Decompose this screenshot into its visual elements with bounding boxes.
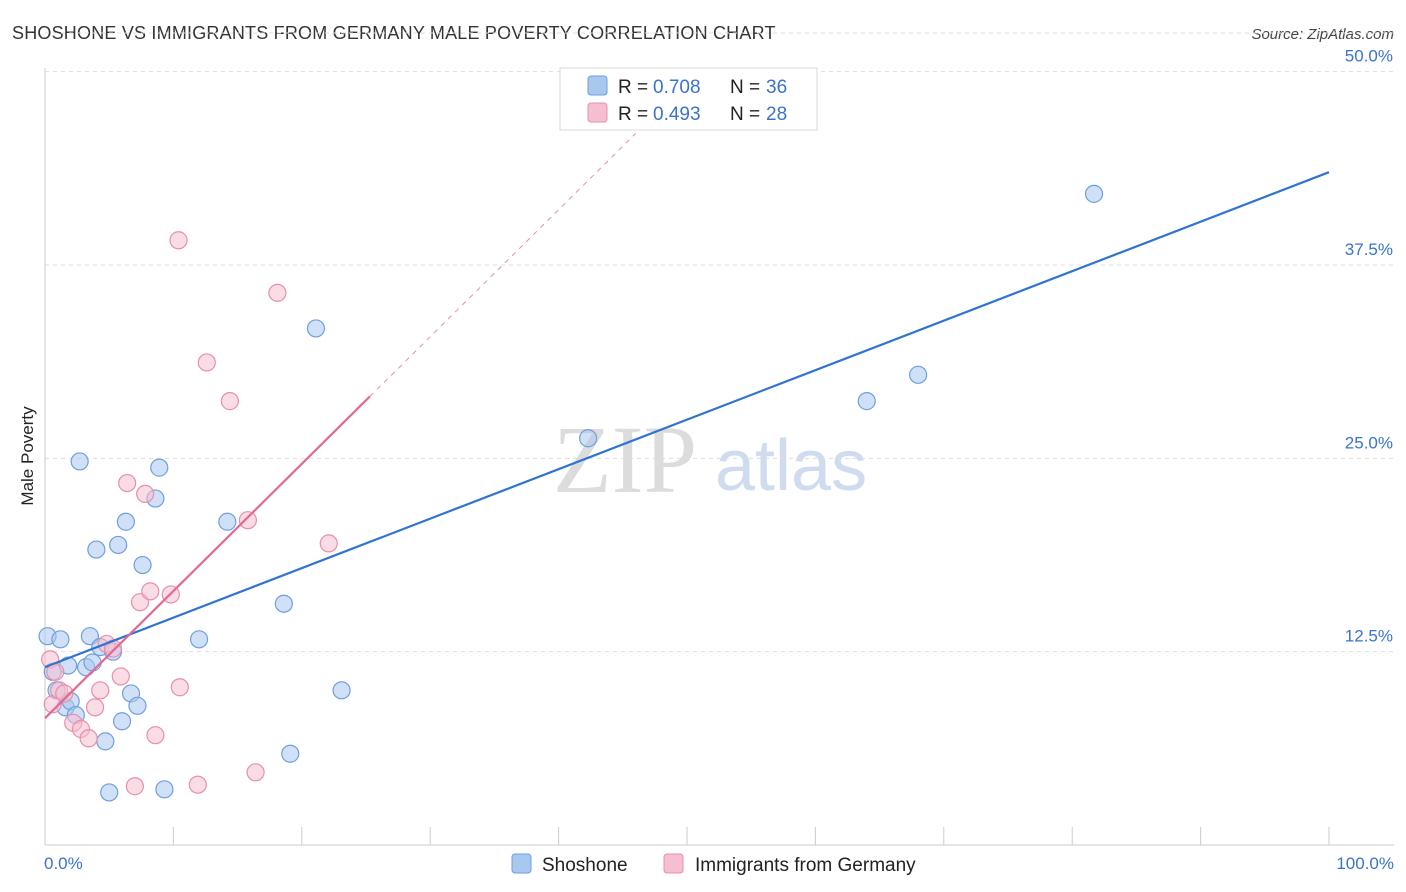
shoshone-point xyxy=(909,365,928,384)
shoshone-point xyxy=(1084,184,1104,203)
germany-point xyxy=(79,729,98,748)
stats-legend: R = 0.708 N = 36 R = 0.493 N = 28 xyxy=(559,67,818,131)
x-tick-label-max: 100.0% xyxy=(1336,854,1394,873)
germany-point xyxy=(125,777,144,796)
watermark-zip: ZIP xyxy=(553,406,697,513)
legend-swatch-germany xyxy=(587,102,608,123)
axes xyxy=(44,68,1394,846)
shoshone-point xyxy=(189,630,209,649)
germany-point xyxy=(91,681,110,700)
legend-r-value-germany: 0.493 xyxy=(653,104,701,125)
chart-title: SHOSHONE VS IMMIGRANTS FROM GERMANY MALE… xyxy=(12,23,776,43)
shoshone-point xyxy=(96,732,115,751)
germany-point xyxy=(238,511,257,530)
legend-n-value-shoshone: 36 xyxy=(766,77,787,98)
y-tick-label: 50.0% xyxy=(1345,47,1393,66)
legend-r-value-shoshone: 0.708 xyxy=(653,77,701,98)
shoshone-point xyxy=(281,744,300,763)
shoshone-point xyxy=(109,535,128,555)
legend-n-label-germany: N = xyxy=(730,104,765,125)
shoshone-point xyxy=(306,319,326,338)
germany-point xyxy=(268,283,287,302)
shoshone-point xyxy=(128,696,147,715)
shoshone-point xyxy=(133,555,152,575)
germany-point xyxy=(319,534,338,553)
shoshone-point xyxy=(332,681,351,700)
germany-point xyxy=(118,473,137,493)
shoshone-point xyxy=(100,783,119,802)
germany-point xyxy=(146,726,165,745)
shoshone-trend-line xyxy=(44,171,1330,669)
series-legend-label-shoshone: Shoshone xyxy=(542,855,628,876)
trend-lines xyxy=(44,133,1330,719)
germany-point xyxy=(170,678,189,697)
series-legend-label-germany: Immigrants from Germany xyxy=(695,855,916,876)
legend-r-label-germany: R = xyxy=(618,104,653,125)
series-legend-swatch-germany xyxy=(663,853,684,874)
y-tick-label: 12.5% xyxy=(1345,627,1393,646)
germany-points xyxy=(41,231,338,796)
series-legend-swatch-shoshone xyxy=(511,853,532,874)
legend-n-value-germany: 28 xyxy=(766,104,787,125)
shoshone-point xyxy=(218,512,237,531)
shoshone-point xyxy=(87,540,106,559)
series-legend: Shoshone Immigrants from Germany xyxy=(511,853,916,876)
legend-swatch-shoshone xyxy=(587,75,608,96)
y-tick-labels: 12.5% 25.0% 37.5% 50.0% xyxy=(1345,47,1393,646)
germany-point xyxy=(85,698,105,717)
watermark: ZIP atlas xyxy=(553,406,867,513)
shoshone-point xyxy=(150,458,169,477)
legend-r-label-shoshone: R = xyxy=(618,77,653,98)
x-tick-label-min: 0.0% xyxy=(44,854,83,873)
shoshone-point xyxy=(155,780,174,799)
germany-point xyxy=(136,484,155,504)
shoshone-point xyxy=(70,452,89,471)
watermark-atlas: atlas xyxy=(715,426,867,506)
shoshone-point xyxy=(112,712,132,731)
shoshone-point xyxy=(116,512,135,531)
shoshone-point xyxy=(51,630,70,649)
germany-trend-extension xyxy=(369,133,636,397)
germany-point xyxy=(111,667,130,686)
chart-source: Source: ZipAtlas.com xyxy=(1251,26,1394,43)
germany-point xyxy=(220,392,239,411)
shoshone-point xyxy=(579,429,598,448)
y-axis-title: Male Poverty xyxy=(18,406,37,506)
legend-n-label-shoshone: N = xyxy=(730,77,765,98)
germany-point xyxy=(141,582,160,601)
shoshone-point xyxy=(857,392,876,411)
y-tick-label: 25.0% xyxy=(1345,433,1393,452)
germany-point xyxy=(188,775,207,794)
shoshone-point xyxy=(274,594,293,613)
germany-point xyxy=(55,684,74,703)
germany-trend-line xyxy=(44,395,371,719)
germany-point xyxy=(197,353,216,372)
shoshone-point xyxy=(83,653,102,672)
y-tick-label: 37.5% xyxy=(1345,240,1393,259)
germany-point xyxy=(246,763,265,782)
germany-point xyxy=(169,231,188,250)
x-tick-marks xyxy=(44,827,1330,845)
